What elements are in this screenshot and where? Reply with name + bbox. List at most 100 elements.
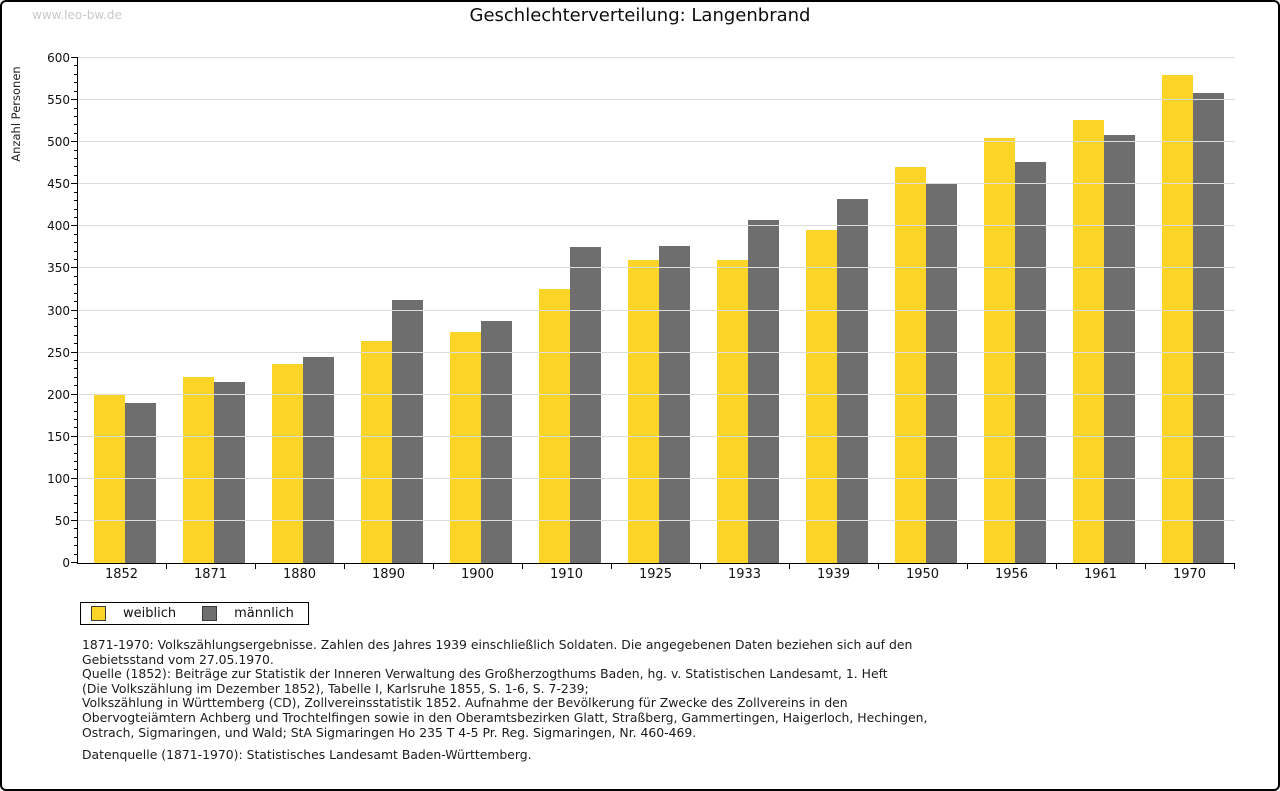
- bar-group-1852: [78, 58, 167, 563]
- footnote-line: (Die Volkszählung im Dezember 1852), Tab…: [82, 680, 589, 696]
- bar-männlich-1939: [836, 199, 868, 563]
- bar-group-1970: [1146, 58, 1235, 563]
- y-major-tick-400: [71, 225, 78, 227]
- bar-weiblich-1880: [271, 364, 303, 563]
- y-minor-tick: [74, 326, 78, 328]
- x-boundary-tick: [166, 563, 167, 569]
- y-tick-label-50: 50: [54, 513, 70, 528]
- y-minor-tick: [74, 107, 78, 109]
- legend-label-maennlich: männlich: [234, 606, 294, 621]
- bar-männlich-1852: [124, 403, 156, 563]
- y-minor-tick: [74, 376, 78, 378]
- x-tick-label-1871: 1871: [193, 567, 228, 582]
- y-tick-label-0: 0: [62, 556, 70, 570]
- y-minor-tick: [74, 284, 78, 286]
- y-minor-tick: [74, 233, 78, 235]
- bar-group-1900: [434, 58, 523, 563]
- gridline-600: [78, 57, 1235, 58]
- plot-area: 0 50 100 150 200 250 300 350 400 450 500 550 600: [47, 51, 1235, 570]
- x-boundary-tick: [1234, 563, 1235, 569]
- x-tick-label-1950: 1950: [905, 567, 940, 582]
- bar-group-1956: [968, 58, 1057, 563]
- y-minor-tick: [74, 503, 78, 505]
- legend-label-weiblich: weiblich: [123, 606, 177, 621]
- x-boundary-tick: [255, 563, 256, 569]
- y-minor-tick: [74, 360, 78, 361]
- footnote-line: 1871-1970: Volkszählungsergebnisse. Zahl…: [82, 637, 913, 652]
- x-boundary-tick: [878, 563, 879, 569]
- y-minor-tick: [74, 402, 78, 404]
- y-minor-tick: [74, 452, 78, 454]
- y-minor-tick: [74, 115, 78, 117]
- x-boundary-tick: [789, 563, 790, 569]
- x-boundary-tick: [967, 563, 968, 569]
- x-tick-label-1910: 1910: [549, 567, 584, 582]
- y-minor-tick: [74, 528, 78, 530]
- y-minor-tick: [74, 250, 78, 252]
- y-tick-label-300: 300: [47, 303, 70, 318]
- gridline-100: [78, 477, 1235, 479]
- y-minor-tick: [74, 418, 78, 420]
- bar-männlich-1910: [569, 246, 601, 563]
- y-minor-tick: [74, 73, 78, 75]
- bar-group-1933: [701, 58, 790, 563]
- y-minor-tick: [74, 368, 78, 370]
- x-tick-label-1890: 1890: [371, 567, 406, 582]
- maennlich-swatch: [202, 606, 218, 621]
- legend-item-weiblich: weiblich: [91, 606, 176, 621]
- bar-weiblich-1956: [983, 137, 1015, 563]
- legend-item-maennlich: männlich: [202, 606, 294, 621]
- y-tick-label-350: 350: [47, 261, 70, 276]
- bar-weiblich-1933: [716, 260, 748, 563]
- bar-group-1925: [612, 58, 701, 563]
- y-minor-tick: [74, 301, 78, 303]
- y-tick-label-450: 450: [47, 177, 70, 192]
- y-major-tick-500: [71, 141, 78, 143]
- y-minor-tick: [74, 444, 78, 446]
- y-major-tick-600: [71, 57, 78, 58]
- bar-group-1910: [523, 58, 612, 563]
- y-minor-tick: [74, 511, 78, 513]
- x-tick-label-1939: 1939: [816, 567, 851, 582]
- y-major-tick-0: [71, 562, 78, 563]
- y-minor-tick: [74, 486, 78, 488]
- bar-weiblich-1871: [182, 377, 214, 563]
- y-minor-tick: [74, 343, 78, 345]
- y-minor-tick: [74, 149, 78, 151]
- y-minor-tick: [74, 536, 78, 538]
- y-minor-tick: [74, 410, 78, 412]
- y-major-tick-550: [71, 99, 78, 101]
- y-tick-label-600: 600: [47, 51, 70, 65]
- y-minor-tick: [74, 317, 78, 319]
- gridline-550: [78, 99, 1235, 101]
- bar-weiblich-1890: [360, 340, 392, 563]
- bar-group-1961: [1057, 58, 1146, 563]
- y-minor-tick: [74, 90, 78, 92]
- y-major-tick-350: [71, 267, 78, 269]
- x-tick-label-1925: 1925: [638, 567, 673, 582]
- x-boundary-tick: [700, 563, 701, 569]
- gridline-500: [78, 141, 1235, 143]
- bar-männlich-1956: [1014, 161, 1046, 563]
- x-tick-label-1852: 1852: [104, 567, 139, 582]
- bar-weiblich-1910: [538, 289, 570, 563]
- y-tick-label-100: 100: [47, 471, 70, 486]
- bar-weiblich-1900: [449, 331, 481, 563]
- x-tick-label-1933: 1933: [727, 567, 762, 582]
- y-minor-tick: [74, 469, 78, 471]
- gridline-200: [78, 393, 1235, 395]
- y-minor-tick: [74, 208, 78, 210]
- datasource-line: Datenquelle (1871-1970): Statistisches L…: [82, 747, 532, 762]
- x-axis-labels: 1852 1871 1880 1890 1900 1910 1925 1933 1939 1950…: [77, 567, 1234, 585]
- weiblich-swatch: [91, 606, 106, 621]
- y-minor-tick: [74, 158, 78, 159]
- x-tick-label-1961: 1961: [1083, 567, 1118, 582]
- bar-männlich-1933: [747, 220, 779, 563]
- y-major-tick-100: [71, 477, 78, 479]
- footnote-line: Gebietsstand vom 27.05.1970.: [82, 651, 274, 667]
- bar-männlich-1900: [480, 321, 512, 563]
- y-minor-tick: [74, 82, 78, 84]
- y-minor-tick: [74, 259, 78, 260]
- x-boundary-tick: [1056, 563, 1057, 569]
